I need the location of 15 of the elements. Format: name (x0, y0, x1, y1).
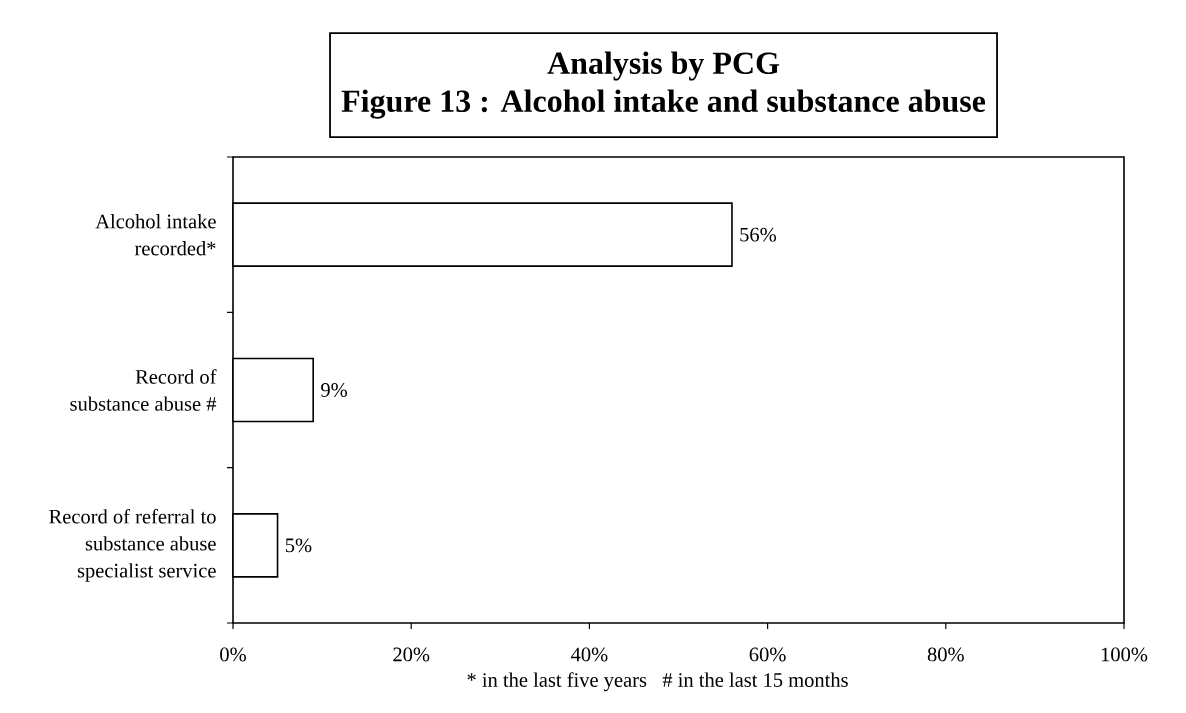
chart-subtitle: Figure 13 : Alcohol intake and substance abuse (341, 89, 986, 119)
data-label: 5% (285, 538, 312, 553)
chart-title: Analysis by PCG (547, 51, 780, 81)
x-tick-label: 100% (1101, 647, 1148, 662)
y-tick-label: Alcohol intake recorded* (95, 213, 216, 256)
x-tick-label: 0% (220, 647, 246, 662)
x-axis-title: * in the last five years # in the last 15 months (467, 672, 848, 692)
x-tick-label: 40% (571, 647, 608, 662)
y-tick-label: Record of substance abuse # (70, 369, 217, 411)
x-tick-label: 20% (393, 647, 430, 662)
y-tick-label: Record of referral to substance abuse specialist service (49, 508, 216, 582)
x-tick-label: 80% (927, 647, 964, 662)
data-label: 56% (740, 227, 777, 242)
x-tick-label: 60% (749, 647, 786, 662)
data-label: 9% (321, 383, 348, 397)
